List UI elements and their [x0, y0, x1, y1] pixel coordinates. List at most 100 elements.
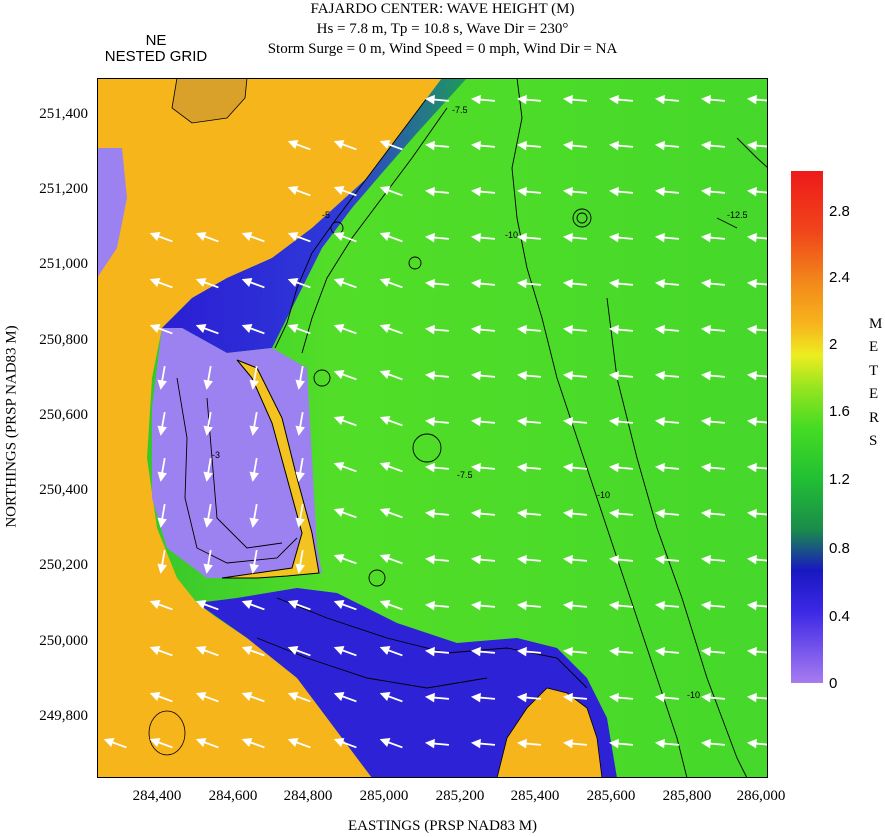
- contour-label: -10: [687, 690, 700, 700]
- wave-arrow: [195, 645, 219, 657]
- wave-arrow: [608, 416, 634, 427]
- wave-arrow: [470, 738, 496, 749]
- wave-arrow: [333, 599, 357, 611]
- wave-arrow: [562, 646, 588, 657]
- wave-arrow: [608, 508, 634, 519]
- wave-arrow: [700, 278, 726, 289]
- xtick-label: 285,400: [510, 788, 560, 804]
- y-axis-title: NORTHINGS (PRSP NAD83 M): [3, 325, 20, 528]
- colorbar-tick: 0.4: [829, 608, 850, 625]
- wave-arrow: [700, 186, 726, 197]
- wave-arrow: [470, 462, 496, 473]
- wave-arrow: [562, 692, 588, 703]
- wave-arrow: [700, 692, 726, 703]
- wave-arrow: [424, 462, 450, 473]
- wave-arrow: [424, 94, 450, 105]
- wave-arrow: [516, 232, 542, 243]
- wave-arrow: [249, 457, 259, 482]
- wave-arrow: [516, 140, 542, 151]
- title-line-3: Storm Surge = 0 m, Wind Speed = 0 mph, W…: [267, 41, 618, 57]
- ytick-label: 250,000: [39, 633, 88, 649]
- wave-arrow: [249, 411, 259, 436]
- wave-arrow: [203, 411, 213, 436]
- wave-arrow: [516, 370, 542, 381]
- wave-arrow: [333, 645, 357, 657]
- wave-arrow: [379, 369, 403, 381]
- wave-arrow: [608, 278, 634, 289]
- wave-arrow: [654, 508, 680, 519]
- wave-arrow: [195, 599, 219, 611]
- wave-arrow: [424, 600, 450, 611]
- wave-arrow: [149, 645, 173, 657]
- colorbar-tick: 2.4: [829, 269, 850, 286]
- wave-arrow: [654, 600, 680, 611]
- xtick-label: 286,000: [736, 788, 786, 804]
- wave-arrow: [295, 411, 305, 436]
- wave-arrow: [700, 416, 726, 427]
- wave-arrow: [379, 461, 403, 473]
- wave-arrow: [654, 140, 680, 151]
- wave-arrow: [516, 416, 542, 427]
- wave-arrow: [379, 231, 403, 243]
- wave-arrow: [470, 94, 496, 105]
- colorbar: [791, 171, 823, 683]
- wave-arrow: [295, 549, 305, 574]
- ytick-label: 251,400: [39, 106, 88, 122]
- wave-arrow: [203, 503, 213, 528]
- colorbar-tick: 2.8: [829, 203, 850, 220]
- colorbar-tick: 1.6: [829, 403, 850, 420]
- wave-arrow: [562, 370, 588, 381]
- wave-arrow: [700, 738, 726, 749]
- ytick-label: 251,000: [39, 256, 88, 272]
- wave-arrow: [149, 323, 173, 335]
- wave-arrow: [424, 554, 450, 565]
- colorbar-title-letter: R: [869, 410, 880, 426]
- contour-label: -10: [597, 490, 610, 500]
- wave-arrow: [608, 692, 634, 703]
- contour-label: -7.5: [452, 105, 468, 115]
- wave-arrow: [149, 737, 173, 749]
- wave-arrow: [379, 185, 403, 197]
- colorbar-title-letter: E: [869, 339, 879, 355]
- wave-arrow: [149, 691, 173, 703]
- wave-arrow: [470, 416, 496, 427]
- wave-arrow: [608, 554, 634, 565]
- wave-arrow: [654, 186, 680, 197]
- wave-arrow: [287, 691, 311, 703]
- wave-arrow: [516, 278, 542, 289]
- wave-arrow: [241, 277, 265, 289]
- wave-arrow: [203, 365, 213, 390]
- xtick-label: 284,400: [132, 788, 182, 804]
- wave-arrow: [470, 278, 496, 289]
- wave-arrow: [333, 507, 357, 519]
- wave-arrow: [608, 600, 634, 611]
- wave-arrow: [654, 232, 680, 243]
- small-island: [148, 710, 186, 756]
- wave-arrow: [470, 600, 496, 611]
- ytick-label: 250,600: [39, 407, 88, 423]
- wave-arrow: [249, 549, 259, 574]
- wave-arrow: [195, 691, 219, 703]
- wave-arrow: [470, 370, 496, 381]
- hill: [171, 78, 248, 124]
- wave-arrow: [654, 646, 680, 657]
- wave-arrow: [608, 232, 634, 243]
- wave-arrow: [516, 186, 542, 197]
- contour-label: -7.5: [457, 470, 473, 480]
- wave-arrow: [562, 278, 588, 289]
- wave-arrow: [203, 457, 213, 482]
- colorbar-tick: 2: [829, 336, 838, 353]
- wave-arrow: [700, 554, 726, 565]
- wave-arrow: [608, 324, 634, 335]
- wave-arrow: [516, 324, 542, 335]
- land-west: [97, 78, 442, 778]
- wave-arrows: [103, 94, 768, 749]
- wave-arrow: [608, 462, 634, 473]
- wave-arrow: [562, 416, 588, 427]
- xtick-label: 285,000: [359, 788, 409, 804]
- wave-arrow: [157, 411, 167, 436]
- wave-arrow: [470, 646, 496, 657]
- wave-arrow: [700, 324, 726, 335]
- wave-arrow: [562, 462, 588, 473]
- wave-arrow: [608, 140, 634, 151]
